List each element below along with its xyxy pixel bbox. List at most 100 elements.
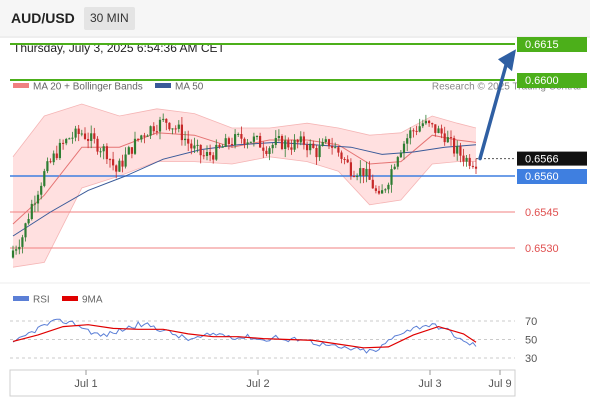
- candle-bull: [299, 136, 302, 143]
- candle-bear: [449, 137, 453, 139]
- candle-bear: [243, 138, 246, 145]
- candle-bear: [431, 123, 434, 125]
- candle-bear: [152, 126, 155, 132]
- credit-text: Research © 2025 Trading Central: [432, 82, 581, 93]
- candle-bear: [443, 133, 446, 143]
- candle-bull: [390, 169, 393, 185]
- candle-bear: [218, 144, 221, 147]
- rsi-line: [12, 318, 477, 354]
- level-label-target: 0.6600: [525, 75, 559, 87]
- candle-bull: [318, 145, 321, 158]
- candle-bull: [205, 152, 209, 156]
- candle-bull: [30, 203, 33, 219]
- candle-bear: [165, 118, 168, 123]
- candle-bull: [215, 144, 218, 160]
- candle-bear: [412, 130, 415, 132]
- candle-bull: [21, 237, 24, 247]
- candle-bear: [280, 136, 284, 149]
- candle-bull: [399, 152, 402, 158]
- ma20-line: [12, 132, 477, 225]
- candle-bull: [74, 128, 77, 138]
- candle-bear: [368, 168, 371, 180]
- candle-bear: [371, 179, 374, 189]
- candle-bear: [287, 140, 290, 148]
- candle-bear: [190, 143, 193, 149]
- candle-bull: [418, 126, 421, 132]
- candle-bull: [255, 136, 259, 137]
- candle-bear: [202, 155, 205, 157]
- candle-bull: [237, 134, 240, 135]
- x-tick-label: Jul 3: [418, 378, 441, 390]
- candle-bull: [309, 143, 312, 151]
- x-tick-label: Jul 2: [246, 378, 269, 390]
- level-label-support: 0.6530: [525, 243, 559, 255]
- candle-bull: [171, 128, 174, 130]
- candle-bull: [118, 160, 121, 172]
- candle-bear: [302, 136, 305, 145]
- level-label-target: 0.6615: [525, 39, 559, 51]
- candle-bull: [133, 138, 137, 154]
- candle-bear: [227, 138, 230, 144]
- candle-bull: [80, 133, 83, 135]
- candle-bull: [90, 133, 93, 141]
- candle-bull: [11, 250, 15, 258]
- candle-bear: [352, 176, 356, 177]
- candle-bear: [62, 142, 65, 144]
- candle-bear: [337, 147, 340, 153]
- candle-bear: [377, 190, 381, 194]
- legend-swatch-ma20: [13, 83, 29, 88]
- chart-header-bar: AUD/USD 30 MIN: [0, 0, 590, 36]
- candle-bull: [184, 138, 187, 141]
- candle-bull: [43, 171, 46, 186]
- candle-bull: [406, 138, 409, 144]
- candle-bull: [393, 166, 396, 170]
- candle-bear: [187, 138, 190, 144]
- candle-bull: [271, 144, 274, 149]
- candle-bull: [293, 140, 296, 150]
- level-label-support: 0.6545: [525, 207, 559, 219]
- legend-label-rsi: RSI: [33, 295, 50, 306]
- x-tick-label: Jul 9: [488, 378, 511, 390]
- bollinger-upper-line: [12, 103, 477, 158]
- forecast-arrow-shaft: [478, 63, 508, 161]
- candle-bear: [440, 128, 443, 134]
- candle-bear: [83, 133, 87, 139]
- legend-swatch-9ma: [62, 296, 78, 301]
- candle-bull: [124, 154, 127, 167]
- candle-bear: [259, 136, 262, 148]
- candle-bear: [115, 165, 118, 172]
- candle-bear: [343, 159, 346, 160]
- candle-bull: [36, 194, 40, 204]
- forecast-arrow-head: [498, 49, 516, 72]
- candle-bull: [193, 145, 196, 149]
- candle-bull: [387, 184, 390, 190]
- candle-bull: [15, 249, 18, 251]
- time-axis-frame: [9, 369, 516, 397]
- candle-bear: [77, 128, 80, 134]
- candle-bear: [108, 159, 112, 161]
- candle-bear: [459, 146, 462, 156]
- candle-bear: [462, 155, 465, 162]
- candle-bear: [296, 140, 299, 143]
- candle-bear: [155, 131, 158, 133]
- candle-bear: [49, 161, 52, 163]
- candle-bull: [321, 142, 324, 146]
- candle-bull: [71, 137, 74, 139]
- legend-swatch-rsi: [13, 296, 29, 301]
- candle-bear: [262, 147, 265, 151]
- candle-bear: [87, 139, 90, 141]
- candle-bear: [346, 159, 349, 163]
- candle-bear: [180, 124, 183, 141]
- candle-bull: [421, 123, 424, 127]
- candle-bear: [121, 160, 124, 167]
- timeframe-badge[interactable]: 30 MIN: [84, 7, 135, 30]
- level-label-pivot: 0.6560: [525, 171, 559, 183]
- candle-bear: [55, 153, 58, 159]
- candle-bull: [52, 153, 55, 163]
- candle-bull: [102, 146, 105, 152]
- candle-bull: [324, 139, 327, 142]
- candle-bear: [130, 147, 133, 154]
- x-tick-label: Jul 1: [74, 378, 97, 390]
- candle-bear: [137, 138, 140, 140]
